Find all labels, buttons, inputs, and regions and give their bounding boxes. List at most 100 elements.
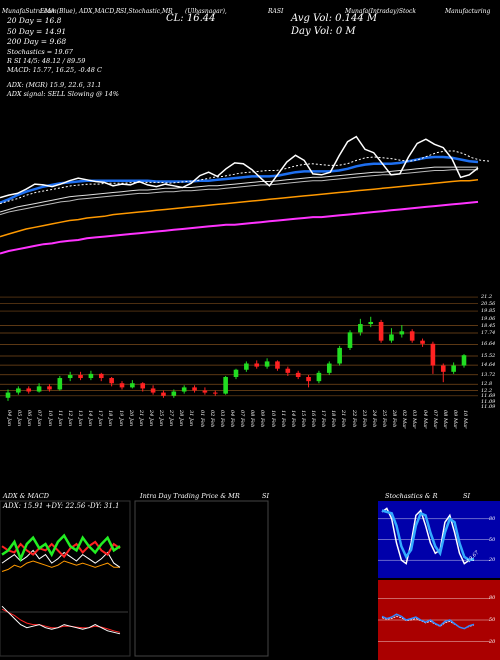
candle-body	[368, 321, 374, 325]
date-label: 04 Jan	[6, 410, 12, 427]
date-label: 22 Feb	[350, 410, 357, 428]
date-label: 18 Feb	[330, 410, 337, 428]
ema-blue-line	[0, 155, 479, 204]
date-label: 05 Jan	[16, 410, 23, 427]
date-label: 18 Jan	[107, 410, 114, 427]
macd-line	[1, 605, 121, 635]
date-label: 08 Feb	[249, 410, 256, 428]
candle-body	[451, 365, 456, 372]
price-axis-label: 21.2	[481, 294, 493, 300]
date-label: 25 Feb	[380, 410, 387, 428]
date-label: 21 Feb	[340, 410, 347, 428]
date-label: 10 Feb	[269, 410, 276, 428]
candle-body	[409, 331, 415, 341]
adx-orange-line	[1, 560, 120, 572]
candle-body	[78, 374, 83, 379]
rsi-level-label: 50	[489, 617, 496, 623]
candle-body	[233, 369, 239, 377]
date-label: 28 Jan	[178, 410, 185, 427]
price-axis-label: 20.56	[481, 300, 496, 307]
candle-body	[430, 343, 436, 366]
date-label: 16 Feb	[310, 410, 316, 428]
date-label: 23 Feb	[360, 410, 367, 428]
rsi-text: R SI 14/5: 48.12 / 89.59	[7, 56, 86, 65]
header-source: MunafaSutra.com	[2, 8, 57, 15]
ema20-white-line	[0, 135, 479, 199]
price-axis-label: 19.06	[481, 316, 496, 323]
ema-magenta-line	[0, 200, 479, 255]
price-axis-label: 15.52	[481, 353, 496, 359]
date-label: 12 Jan	[66, 410, 73, 427]
ema-orange-line	[0, 179, 479, 238]
price-axis-label: 17.74	[481, 330, 496, 336]
header-company: Manufacturing	[445, 8, 491, 15]
candle-body	[16, 388, 21, 393]
macd-signal-line	[1, 608, 121, 633]
ema-grey1-line	[0, 166, 478, 213]
adx-white-line	[1, 549, 121, 568]
candle-body	[161, 392, 166, 396]
candle-body	[57, 378, 63, 390]
info-block: 20 Day = 16.8 50 Day = 14.91 200 Day = 9…	[7, 16, 119, 99]
adx-panel-frame	[0, 500, 131, 657]
ema-overlay	[0, 135, 491, 255]
date-label: 20 Jan	[127, 410, 134, 427]
rsi-level-label: 80	[489, 595, 496, 602]
header-symbol: RASI	[268, 8, 284, 15]
candle-body	[5, 392, 11, 398]
date-label: 14 Jan	[87, 410, 94, 427]
date-label: 31 Jan	[188, 410, 195, 427]
date-label: 24 Feb	[370, 410, 377, 428]
adx-signal-text: ADX signal: SELL Slowing @ 14%	[7, 89, 119, 98]
candle-body	[378, 321, 384, 341]
adx-reading: ADX: 15.91 +DY: 22.56 -DY: 31.1	[3, 502, 120, 510]
candle-body	[98, 373, 104, 379]
candle-body	[347, 332, 353, 348]
price-axis-label: 11.69	[481, 392, 496, 399]
header-indicators-2: SI,Stochastic,MR	[120, 8, 173, 15]
date-label: 08 Mar	[441, 410, 448, 429]
price-axis-label: 16.64	[481, 341, 496, 348]
candle-body	[88, 373, 94, 379]
candle-body	[254, 363, 260, 367]
intraday-panel-title: Intra Day Trading Price & MR	[140, 492, 240, 500]
close-price: CL: 16.44	[166, 13, 216, 24]
candle-body	[264, 361, 270, 367]
date-label: 25 Jan	[158, 410, 164, 427]
candle-body	[130, 383, 135, 388]
candle-body	[192, 387, 197, 391]
date-label: 11 Feb	[279, 410, 286, 428]
date-label: 07 Mar	[431, 410, 438, 429]
adx-minus-di-line	[1, 540, 121, 559]
ema50-dotted-line	[0, 150, 491, 205]
date-label: 07 Feb	[239, 410, 246, 428]
adx-macd-panel	[0, 500, 131, 657]
candle-body	[150, 388, 156, 393]
price-gridlines	[0, 296, 478, 397]
date-label: 10 Mar	[462, 410, 468, 429]
stochastics-panel	[378, 501, 500, 660]
ema20-text: 20 Day = 16.8	[7, 16, 62, 25]
price-axis-label: 11.09	[481, 404, 496, 410]
date-label: 21 Jan	[137, 410, 144, 427]
candle-body	[316, 372, 322, 382]
stoch-si-label: SI	[463, 492, 471, 500]
header-munafa: Munafa(Intraday)Stock	[345, 8, 416, 15]
candle-body	[47, 386, 52, 390]
candle-body	[275, 361, 280, 369]
date-label: 04 Feb	[228, 410, 235, 428]
rsi-level-label: 20	[489, 638, 496, 645]
ema50-text: 50 Day = 14.91	[7, 26, 67, 36]
candle-body	[119, 383, 125, 388]
date-label: 28 Feb	[391, 410, 398, 428]
candle-body	[440, 365, 446, 372]
date-label: 11 Jan	[56, 410, 63, 427]
adx-plus-di-line	[1, 533, 121, 563]
rsi-blue-line	[381, 613, 475, 630]
stoch-panel-title: Stochastics & R	[385, 492, 438, 500]
candlesticks	[5, 316, 467, 401]
candle-body	[337, 347, 342, 364]
candle-body	[212, 392, 218, 394]
price-axis-label: 11.09	[481, 399, 496, 405]
candle-body	[140, 383, 146, 389]
